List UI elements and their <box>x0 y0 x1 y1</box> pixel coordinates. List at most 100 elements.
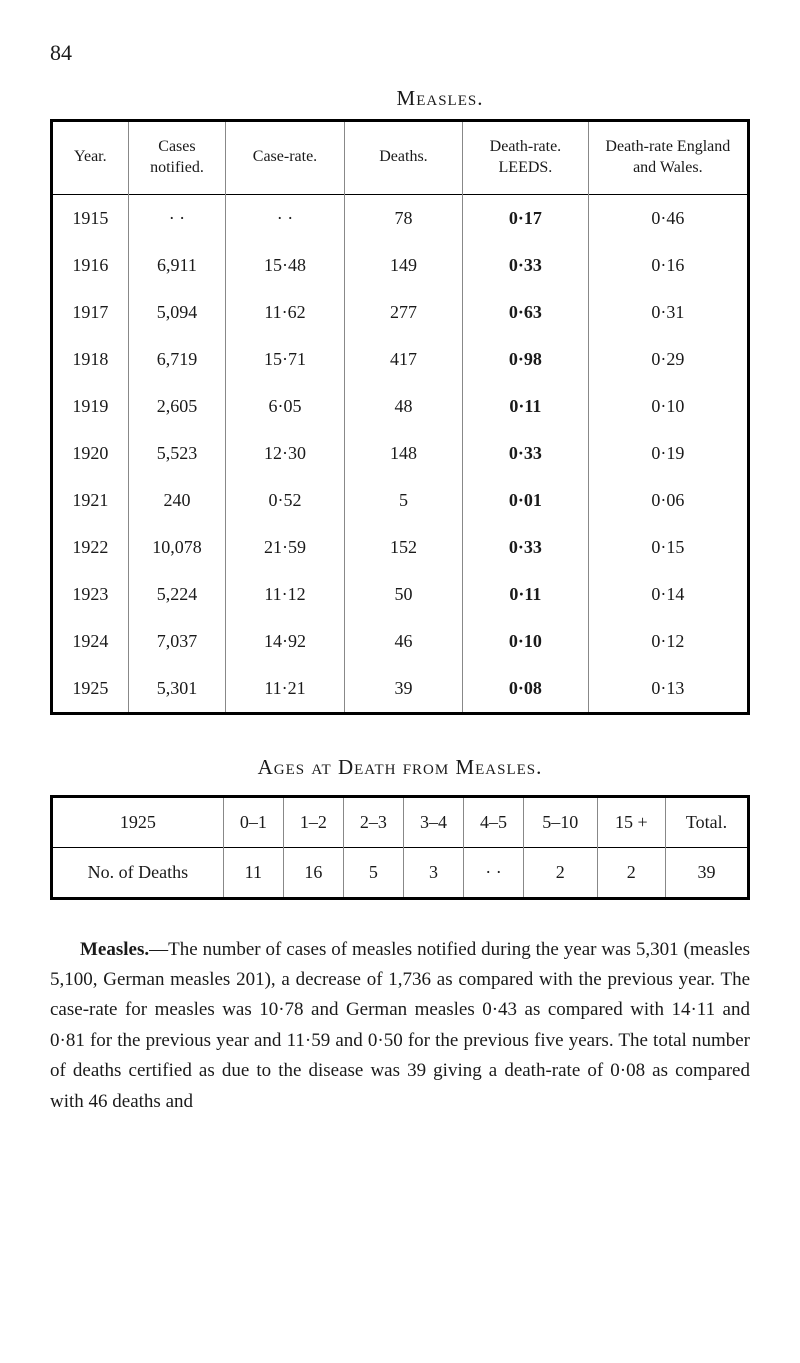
col-header-year: Year. <box>52 121 129 195</box>
cell-cases: 10,078 <box>128 524 226 571</box>
cell-cases: 6,911 <box>128 242 226 289</box>
ages-range-7: Total. <box>666 796 749 847</box>
cell-deaths: 78 <box>344 194 462 242</box>
col-header-drengland: Death-rate England and Wales. <box>588 121 748 195</box>
cell-year: 1917 <box>52 289 129 336</box>
cell-cases: 5,301 <box>128 665 226 714</box>
table-row: 19205,52312·301480·330·19 <box>52 430 749 477</box>
ages-range-6: 15 + <box>597 796 666 847</box>
cell-drengland: 0·10 <box>588 383 748 430</box>
cell-deaths: 46 <box>344 618 462 665</box>
col-header-cases: Cases notified. <box>128 121 226 195</box>
table-row: 1915· ·· ·780·170·46 <box>52 194 749 242</box>
cell-drleeds: 0·33 <box>463 430 588 477</box>
measles-paragraph: Measles.—The number of cases of measles … <box>50 935 750 1117</box>
col-header-drleeds: Death-rate. LEEDS. <box>463 121 588 195</box>
ages-val-6: 2 <box>597 847 666 898</box>
measles-table: Year. Cases notified. Case-rate. Deaths.… <box>50 119 750 715</box>
cell-drengland: 0·12 <box>588 618 748 665</box>
cell-year: 1925 <box>52 665 129 714</box>
cell-drleeds: 0·11 <box>463 571 588 618</box>
cell-deaths: 48 <box>344 383 462 430</box>
cell-caserate: 14·92 <box>226 618 344 665</box>
table-row: 192210,07821·591520·330·15 <box>52 524 749 571</box>
cell-drengland: 0·29 <box>588 336 748 383</box>
paragraph-lead: Measles. <box>80 939 149 960</box>
ages-val-2: 5 <box>343 847 403 898</box>
cell-drleeds: 0·08 <box>463 665 588 714</box>
table-row: 19192,6056·05480·110·10 <box>52 383 749 430</box>
cell-deaths: 417 <box>344 336 462 383</box>
ages-range-4: 4–5 <box>463 796 523 847</box>
cell-cases: 6,719 <box>128 336 226 383</box>
cell-deaths: 39 <box>344 665 462 714</box>
cell-drengland: 0·16 <box>588 242 748 289</box>
cell-year: 1916 <box>52 242 129 289</box>
table-row: 19186,71915·714170·980·29 <box>52 336 749 383</box>
cell-year: 1921 <box>52 477 129 524</box>
measles-table-body: 1915· ·· ·780·170·4619166,91115·481490·3… <box>52 194 749 713</box>
cell-year: 1923 <box>52 571 129 618</box>
cell-drleeds: 0·11 <box>463 383 588 430</box>
cell-year: 1915 <box>52 194 129 242</box>
cell-caserate: 11·12 <box>226 571 344 618</box>
cell-cases: 240 <box>128 477 226 524</box>
cell-deaths: 148 <box>344 430 462 477</box>
ages-range-3: 3–4 <box>403 796 463 847</box>
col-header-caserate: Case-rate. <box>226 121 344 195</box>
cell-drengland: 0·19 <box>588 430 748 477</box>
cell-caserate: 21·59 <box>226 524 344 571</box>
ages-val-4: · · <box>463 847 523 898</box>
col-header-deaths: Deaths. <box>344 121 462 195</box>
cell-deaths: 5 <box>344 477 462 524</box>
cell-drleeds: 0·33 <box>463 242 588 289</box>
paragraph-text: —The number of cases of measles notified… <box>50 939 750 1112</box>
ages-range-1: 1–2 <box>283 796 343 847</box>
ages-val-0: 11 <box>223 847 283 898</box>
cell-drengland: 0·06 <box>588 477 748 524</box>
table-row: 19175,09411·622770·630·31 <box>52 289 749 336</box>
page-number: 84 <box>50 40 750 66</box>
cell-year: 1924 <box>52 618 129 665</box>
cell-caserate: 15·71 <box>226 336 344 383</box>
cell-cases: 5,224 <box>128 571 226 618</box>
ages-range-5: 5–10 <box>523 796 597 847</box>
ages-val-7: 39 <box>666 847 749 898</box>
ages-range-2: 2–3 <box>343 796 403 847</box>
cell-drleeds: 0·17 <box>463 194 588 242</box>
cell-deaths: 152 <box>344 524 462 571</box>
ages-val-3: 3 <box>403 847 463 898</box>
cell-drengland: 0·13 <box>588 665 748 714</box>
cell-caserate: 11·62 <box>226 289 344 336</box>
table-row: 19235,22411·12500·110·14 <box>52 571 749 618</box>
cell-cases: 2,605 <box>128 383 226 430</box>
cell-caserate: 6·05 <box>226 383 344 430</box>
cell-year: 1922 <box>52 524 129 571</box>
cell-drleeds: 0·33 <box>463 524 588 571</box>
ages-range-0: 0–1 <box>223 796 283 847</box>
cell-drleeds: 0·98 <box>463 336 588 383</box>
cell-drengland: 0·15 <box>588 524 748 571</box>
cell-year: 1920 <box>52 430 129 477</box>
ages-table: 1925 0–1 1–2 2–3 3–4 4–5 5–10 15 + Total… <box>50 795 750 900</box>
table-row: 19212400·5250·010·06 <box>52 477 749 524</box>
cell-caserate: · · <box>226 194 344 242</box>
cell-cases: 5,094 <box>128 289 226 336</box>
cell-cases: 5,523 <box>128 430 226 477</box>
cell-deaths: 149 <box>344 242 462 289</box>
cell-cases: · · <box>128 194 226 242</box>
cell-drleeds: 0·63 <box>463 289 588 336</box>
cell-cases: 7,037 <box>128 618 226 665</box>
cell-drleeds: 0·10 <box>463 618 588 665</box>
ages-row-label: No. of Deaths <box>52 847 224 898</box>
cell-year: 1919 <box>52 383 129 430</box>
cell-deaths: 50 <box>344 571 462 618</box>
cell-drengland: 0·31 <box>588 289 748 336</box>
cell-drengland: 0·46 <box>588 194 748 242</box>
cell-caserate: 0·52 <box>226 477 344 524</box>
cell-caserate: 15·48 <box>226 242 344 289</box>
measles-table-title: Measles. <box>130 86 750 111</box>
cell-deaths: 277 <box>344 289 462 336</box>
ages-val-5: 2 <box>523 847 597 898</box>
cell-caserate: 11·21 <box>226 665 344 714</box>
